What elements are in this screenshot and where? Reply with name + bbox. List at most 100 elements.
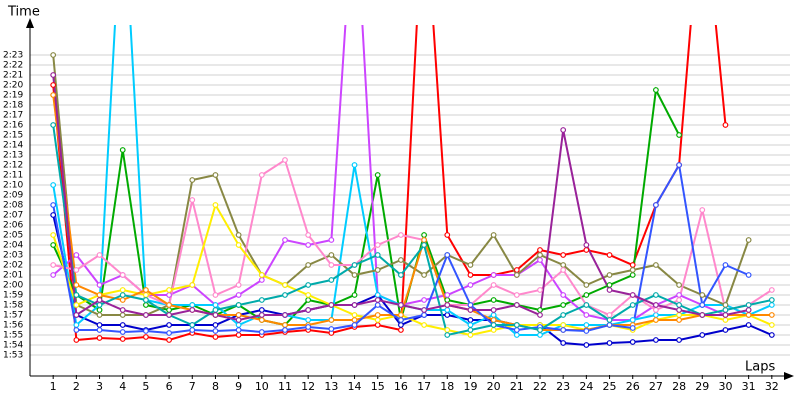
point: [96, 252, 103, 258]
point: [282, 157, 288, 163]
point: [768, 302, 775, 308]
x-tick-label: 29: [695, 380, 709, 393]
point: [119, 292, 126, 298]
point: [189, 327, 196, 333]
point: [467, 332, 474, 338]
point: [50, 242, 57, 248]
x-axis-title: Laps: [745, 360, 775, 375]
point: [467, 317, 474, 323]
y-tick-label: 2:03: [3, 251, 23, 261]
point: [490, 317, 497, 323]
x-tick-label: 7: [189, 380, 196, 393]
point: [119, 272, 126, 278]
point: [50, 202, 57, 208]
y-tick-label: 2:12: [3, 161, 23, 171]
point: [189, 302, 196, 308]
y-tick-label: 2:18: [3, 101, 23, 111]
point: [374, 297, 381, 303]
point: [96, 307, 103, 313]
point: [560, 292, 567, 298]
point: [490, 322, 497, 328]
y-tick-label: 1:54: [3, 341, 23, 351]
point: [258, 312, 265, 318]
x-tick-label: 32: [765, 380, 779, 393]
point: [444, 312, 451, 318]
point: [676, 297, 682, 303]
point: [606, 340, 613, 346]
point: [653, 292, 659, 298]
point: [629, 317, 636, 323]
point: [351, 302, 358, 308]
point: [467, 322, 474, 328]
point: [50, 262, 57, 268]
point: [722, 317, 729, 323]
point: [444, 232, 451, 238]
point: [490, 282, 497, 288]
point: [421, 322, 427, 328]
point: [583, 292, 590, 298]
point: [305, 262, 312, 268]
x-tick-label: 25: [603, 380, 617, 393]
point: [490, 272, 497, 278]
point: [351, 272, 358, 278]
point: [166, 312, 172, 318]
point: [119, 336, 126, 342]
y-tick-label: 1:56: [3, 321, 23, 331]
point: [560, 322, 567, 328]
point: [189, 197, 196, 203]
x-tick-label: 2: [73, 380, 80, 393]
point: [50, 92, 57, 98]
point: [537, 287, 543, 293]
point: [351, 322, 358, 328]
point: [560, 340, 567, 346]
point: [166, 292, 172, 298]
point: [653, 202, 659, 208]
point: [166, 307, 172, 313]
x-tick-label: 3: [96, 380, 103, 393]
point: [513, 322, 520, 328]
point: [513, 272, 520, 278]
point: [537, 312, 543, 318]
point: [96, 297, 103, 303]
y-tick-label: 2:21: [3, 71, 23, 81]
point: [73, 252, 80, 258]
y-tick-label: 1:59: [3, 291, 23, 301]
point: [745, 237, 752, 243]
point: [96, 327, 103, 333]
y-tick-label: 1:57: [3, 311, 23, 321]
y-tick-label: 2:09: [3, 191, 23, 201]
y-tick-label: 2:23: [3, 51, 23, 61]
point: [351, 262, 358, 268]
x-axis-arrow: [784, 372, 794, 380]
point: [467, 272, 474, 278]
point: [328, 237, 335, 243]
point: [119, 307, 126, 313]
point: [212, 202, 219, 208]
point: [50, 72, 57, 78]
point: [653, 87, 659, 93]
point: [235, 317, 242, 323]
x-tick-label: 20: [487, 380, 501, 393]
point: [282, 322, 288, 328]
point: [166, 287, 172, 293]
point: [768, 287, 775, 293]
y-tick-label: 1:55: [3, 331, 23, 341]
point: [73, 302, 80, 308]
point: [513, 267, 520, 273]
y-tick-label: 1:58: [3, 301, 23, 311]
point: [490, 327, 497, 333]
point: [166, 322, 172, 328]
point: [722, 122, 729, 128]
y-tick-label: 2:14: [3, 141, 23, 151]
y-tick-label: 2:06: [3, 221, 23, 231]
point: [421, 232, 427, 238]
point: [560, 127, 567, 133]
point: [50, 182, 57, 188]
point: [305, 297, 312, 303]
point: [212, 307, 219, 313]
series-line: [52, 158, 773, 317]
point: [258, 307, 265, 313]
point: [398, 257, 404, 263]
point: [537, 247, 543, 253]
point: [282, 237, 288, 243]
